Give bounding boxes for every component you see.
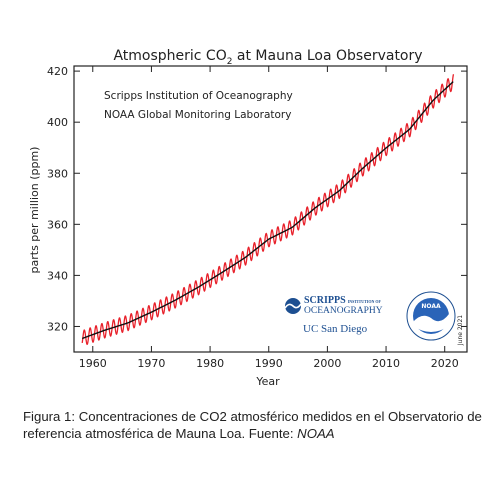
caption-text: Figura 1: Concentraciones de CO2 atmosfé… — [23, 409, 482, 441]
noaa-wordmark: NOAA — [421, 303, 441, 310]
scripps-name: SCRIPPS INSTITUTION OF — [304, 295, 381, 306]
y-tick-label-320: 320 — [47, 320, 68, 333]
axis-ticks: 1960 1970 1980 1990 2000 2010 2020 320 340 360 380… — [47, 65, 467, 370]
series-group — [81, 74, 455, 346]
x-tick-label-2010: 2010 — [372, 357, 400, 370]
x-tick-label-1980: 1980 — [196, 357, 224, 370]
scripps-name-main: SCRIPPS — [304, 295, 346, 306]
annotation-noaa: NOAA Global Monitoring Laboratory — [104, 109, 291, 121]
figure-caption: Figura 1: Concentraciones de CO2 atmosfé… — [23, 408, 483, 442]
scripps-oceanography: OCEANOGRAPHY — [304, 306, 383, 316]
ucsd-wordmark: UC San Diego — [303, 323, 368, 335]
x-tick-label-2000: 2000 — [313, 357, 341, 370]
x-axis-label: Year — [255, 375, 280, 388]
chart-title-sub: 2 — [227, 57, 233, 67]
plot-frame — [73, 65, 468, 353]
x-tick-label-1990: 1990 — [255, 357, 283, 370]
y-tick-label-360: 360 — [47, 218, 68, 231]
y-tick-label-420: 420 — [47, 65, 68, 78]
annotation-scripps: Scripps Institution of Oceanography — [104, 90, 293, 102]
y-axis-label: parts per million (ppm) — [28, 147, 41, 274]
chart-title-main: Atmospheric CO — [113, 48, 226, 64]
x-tick-label-1970: 1970 — [137, 357, 165, 370]
chart-title: Atmospheric CO2 at Mauna Loa Observatory — [113, 48, 422, 67]
x-tick-label-1960: 1960 — [79, 357, 107, 370]
x-tick-label-2020: 2020 — [431, 357, 459, 370]
noaa-bird-icon — [413, 314, 449, 332]
date-stamp: June 2021 — [457, 315, 464, 346]
series-trend-line — [81, 81, 454, 340]
caption-source: NOAA — [297, 426, 335, 441]
y-tick-label-340: 340 — [47, 269, 68, 282]
y-tick-label-380: 380 — [47, 167, 68, 180]
scripps-logo: SCRIPPS INSTITUTION OF OCEANOGRAPHY UC Sa… — [284, 295, 383, 335]
noaa-logo: NOAA — [406, 291, 456, 341]
scripps-name-small: INSTITUTION OF — [348, 299, 382, 304]
series-monthly-line — [81, 74, 455, 346]
chart-title-rest: at Mauna Loa Observatory — [232, 48, 422, 64]
scripps-wave-icon — [284, 303, 302, 309]
y-tick-label-400: 400 — [47, 116, 68, 129]
